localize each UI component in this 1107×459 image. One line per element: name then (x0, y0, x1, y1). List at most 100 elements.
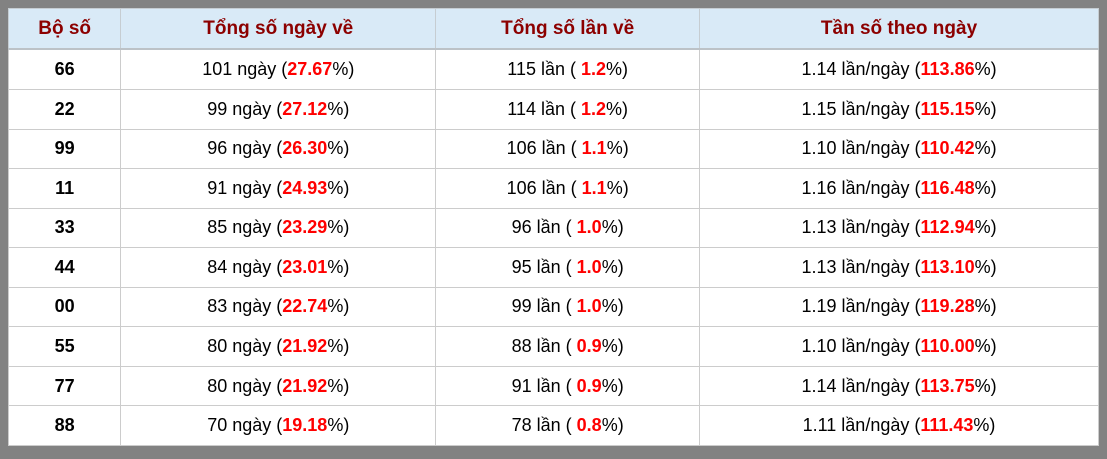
days-percent: 19.18 (282, 415, 328, 436)
freq-suffix: %) (974, 177, 997, 198)
times-suffix: %) (601, 296, 624, 317)
days-percent: 23.01 (282, 256, 328, 277)
days-suffix: %) (327, 217, 350, 238)
table-row: 66 101 ngày (27.67%) 115 lần ( 1.2%) 1.1… (8, 48, 1099, 90)
days-suffix: %) (327, 177, 350, 198)
days-suffix: %) (327, 375, 350, 396)
times-suffix: %) (601, 415, 624, 436)
freq-cell: 1.19 lần/ngày (119.28%) (699, 286, 1099, 328)
freq-cell: 1.14 lần/ngày (113.86%) (699, 48, 1099, 90)
days-suffix: %) (327, 296, 350, 317)
days-cell: 91 ngày (24.93%) (120, 168, 437, 209)
freq-cell: 1.13 lần/ngày (113.10%) (699, 247, 1099, 288)
times-text: 96 lần ( (511, 217, 577, 238)
times-percent: 0.9 (576, 336, 602, 356)
pair-cell: 33 (8, 207, 122, 249)
table-row: 55 80 ngày (21.92%) 88 lần ( 0.9%) 1.10 … (8, 326, 1099, 367)
pair-cell: 11 (8, 168, 122, 209)
pair-cell: 44 (8, 247, 122, 288)
table-row: 44 84 ngày (23.01%) 95 lần ( 1.0%) 1.13 … (8, 247, 1099, 288)
freq-percent: 113.10 (920, 256, 975, 277)
pair-cell: 22 (8, 88, 122, 130)
pair-cell: 66 (8, 48, 122, 90)
times-suffix: %) (606, 58, 629, 79)
table-header: Bộ số Tổng số ngày về Tổng số lần về Tần… (8, 8, 1099, 50)
freq-cell: 1.10 lần/ngày (110.00%) (699, 326, 1099, 367)
table-body: 66 101 ngày (27.67%) 115 lần ( 1.2%) 1.1… (8, 48, 1099, 446)
days-suffix: %) (332, 58, 355, 79)
days-text: 83 ngày ( (207, 296, 283, 317)
days-percent: 21.92 (282, 375, 328, 396)
freq-suffix: %) (974, 256, 997, 277)
times-suffix: %) (601, 375, 624, 396)
table-row: 99 96 ngày (26.30%) 106 lần ( 1.1%) 1.10… (8, 128, 1099, 170)
times-text: 95 lần ( (511, 256, 577, 277)
freq-percent: 111.43 (920, 415, 974, 436)
column-header-times: Tổng số lần về (435, 8, 701, 50)
table-row: 88 70 ngày (19.18%) 78 lần ( 0.8%) 1.11 … (8, 405, 1099, 446)
times-text: 106 lần ( (506, 177, 582, 198)
days-suffix: %) (327, 98, 350, 119)
header-row: Bộ số Tổng số ngày về Tổng số lần về Tần… (8, 8, 1099, 50)
times-cell: 115 lần ( 1.2%) (435, 48, 701, 90)
times-suffix: %) (601, 217, 624, 238)
days-text: 91 ngày ( (207, 177, 283, 198)
days-text: 84 ngày ( (207, 256, 283, 277)
times-cell: 88 lần ( 0.9%) (435, 326, 701, 367)
freq-text: 1.14 lần/ngày ( (801, 58, 921, 79)
days-suffix: %) (327, 336, 350, 356)
table-row: 77 80 ngày (21.92%) 91 lần ( 0.9%) 1.14 … (8, 365, 1099, 407)
days-cell: 80 ngày (21.92%) (120, 326, 437, 367)
freq-suffix: %) (974, 138, 997, 159)
days-cell: 99 ngày (27.12%) (120, 88, 437, 130)
freq-suffix: %) (973, 415, 996, 436)
days-suffix: %) (327, 256, 350, 277)
freq-percent: 119.28 (920, 296, 975, 317)
times-cell: 99 lần ( 1.0%) (435, 286, 701, 328)
days-cell: 85 ngày (23.29%) (120, 207, 437, 249)
days-cell: 84 ngày (23.01%) (120, 247, 437, 288)
times-percent: 1.0 (576, 296, 602, 317)
table-row: 22 99 ngày (27.12%) 114 lần ( 1.2%) 1.15… (8, 88, 1099, 130)
days-text: 101 ngày ( (202, 58, 288, 79)
times-cell: 78 lần ( 0.8%) (435, 405, 701, 446)
times-text: 115 lần ( (507, 58, 581, 79)
freq-cell: 1.16 lần/ngày (116.48%) (699, 168, 1099, 209)
freq-text: 1.15 lần/ngày ( (801, 98, 921, 119)
freq-percent: 112.94 (920, 217, 975, 238)
days-suffix: %) (327, 138, 350, 159)
freq-suffix: %) (974, 375, 997, 396)
days-suffix: %) (327, 415, 350, 436)
table-row: 00 83 ngày (22.74%) 99 lần ( 1.0%) 1.19 … (8, 286, 1099, 328)
pair-cell: 00 (8, 286, 122, 328)
freq-cell: 1.14 lần/ngày (113.75%) (699, 365, 1099, 407)
times-percent: 1.2 (580, 98, 607, 119)
freq-percent: 110.42 (920, 138, 975, 159)
times-cell: 106 lần ( 1.1%) (435, 168, 701, 209)
days-text: 80 ngày ( (207, 336, 283, 356)
pair-cell: 77 (8, 365, 122, 407)
freq-suffix: %) (974, 58, 997, 79)
days-cell: 80 ngày (21.92%) (120, 365, 437, 407)
days-percent: 24.93 (282, 177, 328, 198)
freq-text: 1.11 lần/ngày ( (802, 415, 921, 436)
days-text: 70 ngày ( (207, 415, 283, 436)
times-suffix: %) (601, 256, 624, 277)
days-percent: 27.67 (287, 58, 333, 79)
times-cell: 106 lần ( 1.1%) (435, 128, 701, 170)
lottery-stats-table: Bộ số Tổng số ngày về Tổng số lần về Tần… (8, 8, 1099, 446)
days-cell: 101 ngày (27.67%) (120, 48, 437, 90)
times-percent: 1.2 (580, 58, 607, 79)
freq-percent: 113.75 (920, 375, 975, 396)
times-text: 88 lần ( (511, 336, 577, 356)
freq-cell: 1.11 lần/ngày (111.43%) (699, 405, 1099, 446)
times-cell: 96 lần ( 1.0%) (435, 207, 701, 249)
times-percent: 1.0 (576, 217, 602, 238)
table-row: 11 91 ngày (24.93%) 106 lần ( 1.1%) 1.16… (8, 168, 1099, 209)
times-text: 114 lần ( (507, 98, 581, 119)
freq-cell: 1.15 lần/ngày (115.15%) (699, 88, 1099, 130)
pair-cell: 99 (8, 128, 122, 170)
column-header-pair: Bộ số (8, 8, 122, 50)
times-percent: 1.1 (581, 138, 607, 159)
